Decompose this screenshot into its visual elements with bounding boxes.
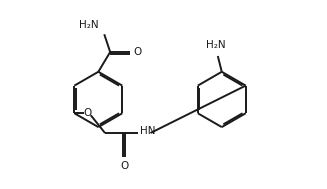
Text: O: O (133, 47, 141, 57)
Text: O: O (83, 108, 91, 118)
Text: H₂N: H₂N (206, 40, 226, 50)
Text: HN: HN (140, 126, 155, 136)
Text: H₂N: H₂N (79, 20, 98, 30)
Text: O: O (121, 161, 129, 171)
